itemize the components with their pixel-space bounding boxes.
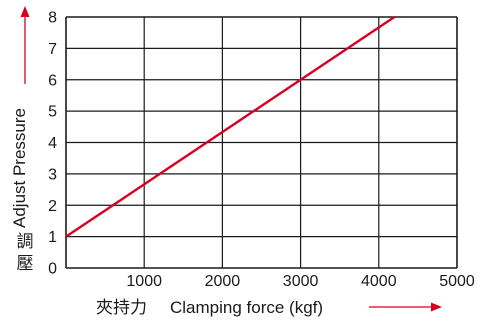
x-axis-arrow-head [431,302,442,312]
series-line [65,16,396,238]
y-axis-title: Adjust Pressure [10,108,29,228]
y-tick-label: 1 [48,229,57,246]
series [65,16,396,238]
tick-labels: 0 1 2 3 4 5 6 7 8 1000 2000 3000 4000 5000 [48,10,475,291]
y-tick-label: 4 [48,135,57,152]
y-tick-label: 3 [48,166,57,183]
x-tick-label: 5000 [439,273,475,290]
y-tick-label: 7 [48,41,57,58]
y-axis-title-group: Adjust Pressure [10,108,29,228]
x-tick-label: 1000 [126,273,162,290]
x-tick-label: 2000 [205,273,241,290]
y-axis-title-cjk-char-1: 調 [17,232,34,252]
x-axis-arrow [369,302,442,312]
x-tick-label: 4000 [361,273,397,290]
y-tick-label: 0 [48,261,57,278]
grid [65,16,458,269]
x-tick-label: 3000 [283,273,319,290]
y-tick-label: 6 [48,72,57,89]
y-tick-label: 5 [48,104,57,121]
x-axis-title-cjk: 夾持力 [96,298,147,318]
y-tick-label: 8 [48,10,57,27]
y-tick-label: 2 [48,198,57,215]
x-axis-title: Clamping force (kgf) [170,298,323,317]
y-axis-arrow [20,6,30,84]
y-axis-title-cjk-char-2: 壓 [17,254,34,274]
y-axis-arrow-head [20,6,30,17]
